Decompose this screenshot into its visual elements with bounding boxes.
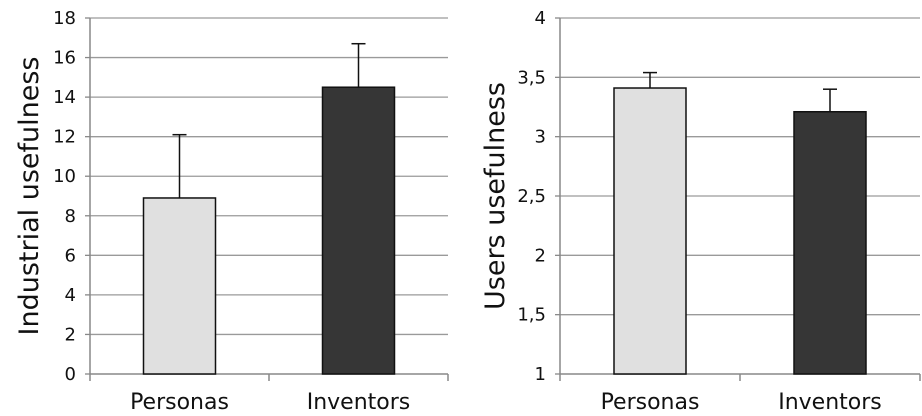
- y-tick-label: 4: [535, 8, 546, 29]
- y-tick-label: 1: [535, 364, 546, 385]
- y-tick-label: 1,5: [517, 305, 546, 326]
- users-usefulness-chart: 1 1,5 2 2,5 3 3,5 4 Personas Inventors Users usef…: [480, 8, 921, 415]
- y-tick-label: 3,5: [517, 67, 546, 88]
- category-label-inventors: Inventors: [307, 390, 411, 415]
- y-tick-label: 2: [65, 324, 76, 345]
- bar-personas: [142, 197, 217, 375]
- y-tick-label: 2,5: [517, 186, 546, 207]
- y-tick-label: 4: [65, 285, 76, 306]
- bar-inventors: [321, 86, 396, 375]
- y-tick-label: 10: [53, 166, 76, 187]
- y-tick-label: 12: [53, 127, 76, 148]
- y-axis-title-users: Users usefulness: [480, 82, 511, 310]
- y-tick-label: 18: [53, 8, 76, 29]
- bar-inventors: [793, 110, 867, 375]
- industrial-usefulness-chart: 0 2 4 6 8 10 12 14 16 18 Personas Inventors Industri…: [14, 8, 449, 415]
- y-tick-label: 16: [53, 48, 76, 69]
- bar-personas: [613, 87, 687, 375]
- y-tick-label: 2: [535, 245, 546, 266]
- y-axis-title-industrial: Industrial usefulness: [14, 57, 45, 336]
- category-label-personas: Personas: [601, 390, 700, 415]
- category-label-inventors: Inventors: [778, 390, 882, 415]
- y-tick-label: 8: [65, 206, 76, 227]
- y-tick-label: 14: [53, 87, 76, 108]
- y-tick-label: 6: [65, 245, 76, 266]
- y-tick-label: 3: [535, 127, 546, 148]
- y-tick-label: 0: [65, 364, 76, 385]
- category-label-personas: Personas: [130, 390, 229, 415]
